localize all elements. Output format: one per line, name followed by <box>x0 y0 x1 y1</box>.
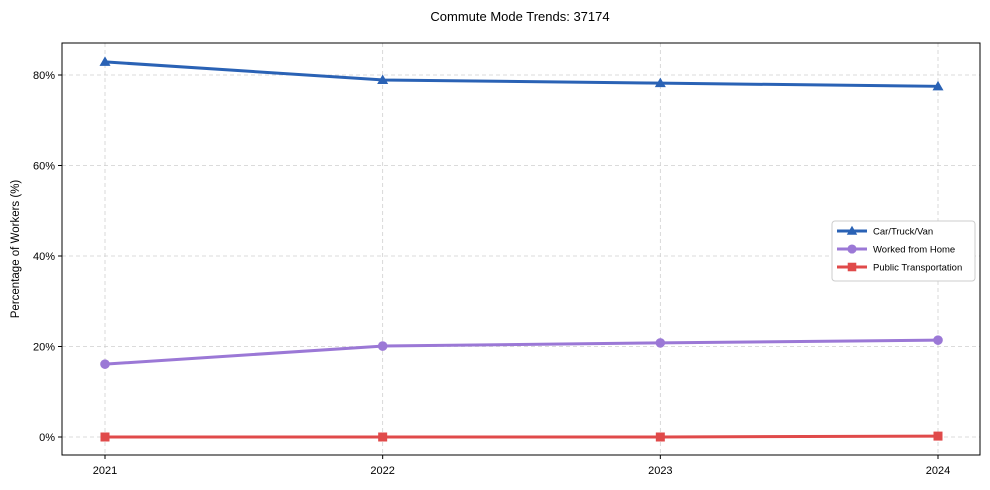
circle-marker <box>847 244 857 254</box>
plot-frame <box>61 42 981 456</box>
square-marker <box>933 431 943 441</box>
triangle-marker <box>99 56 111 66</box>
y-tick-label: 80% <box>33 70 55 82</box>
y-tick-label: 0% <box>39 432 55 444</box>
series-car-truck-van <box>99 56 944 91</box>
series-worked-from-home <box>100 335 943 369</box>
legend-box <box>831 220 976 282</box>
circle-marker <box>655 338 666 348</box>
square-marker <box>847 262 857 272</box>
triangle-marker <box>846 225 858 235</box>
legend-label: Worked from Home <box>873 245 955 256</box>
x-tick-label: 2022 <box>370 465 394 477</box>
x-tick-label: 2023 <box>648 465 672 477</box>
legend-item: Worked from Home <box>837 244 955 256</box>
series-public-transportation <box>100 431 943 442</box>
x-tick-label: 2021 <box>93 465 117 477</box>
legend-item: Car/Truck/Van <box>837 225 933 238</box>
series-layer <box>99 56 944 442</box>
y-axis-label: Percentage of Workers (%) <box>10 180 22 319</box>
x-tick-label: 2024 <box>926 465 950 477</box>
square-marker <box>655 432 665 442</box>
circle-marker <box>933 335 943 345</box>
y-tick-label: 40% <box>33 251 55 263</box>
legend-label: Car/Truck/Van <box>873 227 933 238</box>
legend-item: Public Transportation <box>837 263 962 274</box>
square-marker <box>100 432 110 442</box>
y-axis-ticks: 0% 20% 40% 60% 80% <box>33 70 62 444</box>
triangle-marker <box>932 80 944 91</box>
chart-title: Commute Mode Trends: 37174 <box>430 9 609 24</box>
circle-marker <box>100 359 110 369</box>
triangle-marker <box>654 77 666 88</box>
y-tick-label: 60% <box>33 161 55 173</box>
legend-label: Public Transportation <box>873 263 962 274</box>
legend: Car/Truck/Van Worked from Home Public Tran… <box>831 220 976 282</box>
x-axis-ticks: 2021 2022 2023 2024 <box>93 455 950 477</box>
triangle-marker <box>377 74 389 84</box>
y-tick-label: 20% <box>33 342 55 354</box>
square-marker <box>378 432 388 442</box>
circle-marker <box>377 341 388 351</box>
